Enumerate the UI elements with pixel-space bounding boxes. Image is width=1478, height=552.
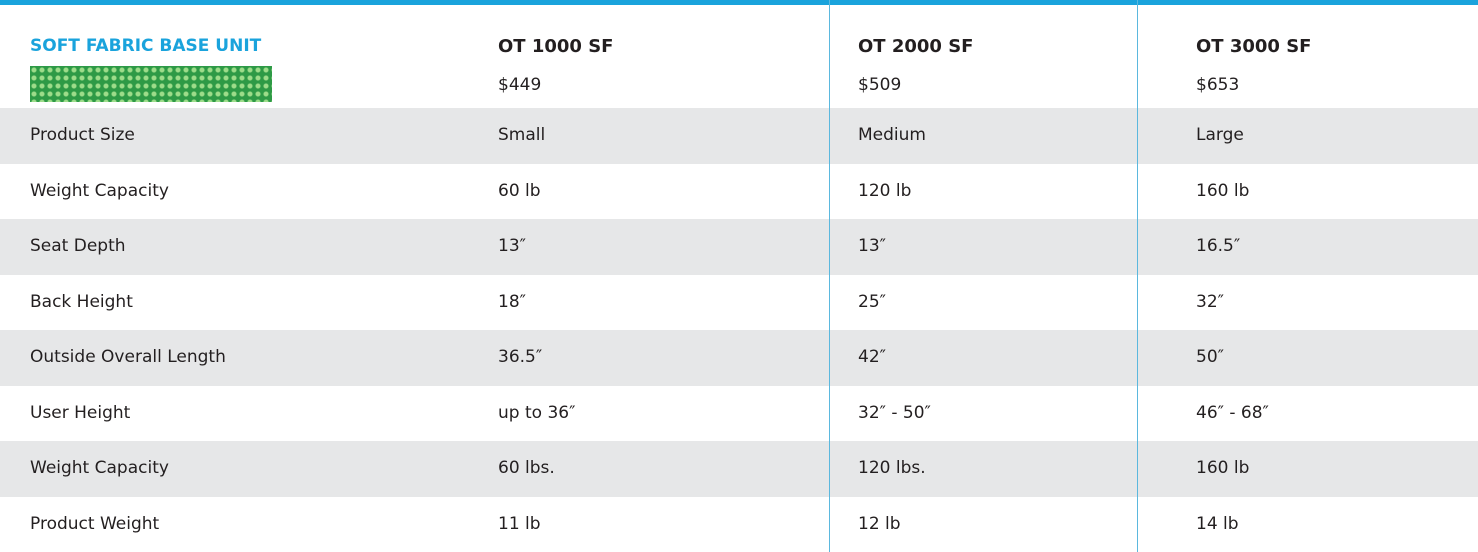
cell-value: 36.5″	[498, 330, 542, 386]
cell-value: 16.5″	[1196, 219, 1240, 275]
cell-value: 12 lb	[858, 497, 901, 552]
row-label: Seat Depth	[30, 219, 126, 275]
row-label: Product Weight	[30, 497, 159, 552]
cell-value: 13″	[858, 219, 886, 275]
cell-value: 18″	[498, 275, 526, 331]
model-price: $509	[858, 75, 901, 95]
cell-value: 60 lb	[498, 164, 541, 220]
table-row: Outside Overall Length 36.5″ 42″ 50″	[0, 330, 1478, 386]
spec-table: SOFT FABRIC BASE UNIT Product Size Small M…	[0, 0, 1478, 552]
cell-value: up to 36″	[498, 386, 575, 442]
row-label: User Height	[30, 386, 130, 442]
row-label: Weight Capacity	[30, 441, 169, 497]
model-price: $449	[498, 75, 541, 95]
table-row: Back Height 18″ 25″ 32″	[0, 275, 1478, 331]
row-label: Weight Capacity	[30, 164, 169, 220]
cell-value: 160 lb	[1196, 441, 1249, 497]
cell-value: 32″	[1196, 275, 1224, 331]
cell-value: 32″ - 50″	[858, 386, 931, 442]
cell-value: 120 lbs.	[858, 441, 926, 497]
cell-value: 14 lb	[1196, 497, 1239, 552]
cell-value: Medium	[858, 108, 926, 164]
row-label: Product Size	[30, 108, 135, 164]
column-divider	[829, 0, 830, 552]
table-title: SOFT FABRIC BASE UNIT	[30, 36, 261, 56]
model-name: OT 3000 SF	[1196, 36, 1311, 57]
table-row: Product Weight 11 lb 12 lb 14 lb	[0, 497, 1478, 552]
cell-value: 120 lb	[858, 164, 911, 220]
model-price: $653	[1196, 75, 1239, 95]
table-row: User Height up to 36″ 32″ - 50″ 46″ - 68″	[0, 386, 1478, 442]
cell-value: 50″	[1196, 330, 1224, 386]
model-name: OT 2000 SF	[858, 36, 973, 57]
cell-value: 60 lbs.	[498, 441, 555, 497]
row-label: Outside Overall Length	[30, 330, 226, 386]
cell-value: Large	[1196, 108, 1244, 164]
cell-value: 42″	[858, 330, 886, 386]
table-row: Seat Depth 13″ 13″ 16.5″	[0, 219, 1478, 275]
row-label: Back Height	[30, 275, 133, 331]
top-border	[0, 0, 1478, 5]
cell-value: 11 lb	[498, 497, 541, 552]
table-row: Product Size Small Medium Large	[0, 108, 1478, 164]
table-row: Weight Capacity 60 lb 120 lb 160 lb	[0, 164, 1478, 220]
fabric-swatch	[30, 66, 272, 102]
cell-value: 13″	[498, 219, 526, 275]
cell-value: 160 lb	[1196, 164, 1249, 220]
cell-value: 25″	[858, 275, 886, 331]
cell-value: Small	[498, 108, 545, 164]
table-row: Weight Capacity 60 lbs. 120 lbs. 160 lb	[0, 441, 1478, 497]
model-name: OT 1000 SF	[498, 36, 613, 57]
column-divider	[1137, 0, 1138, 552]
cell-value: 46″ - 68″	[1196, 386, 1269, 442]
